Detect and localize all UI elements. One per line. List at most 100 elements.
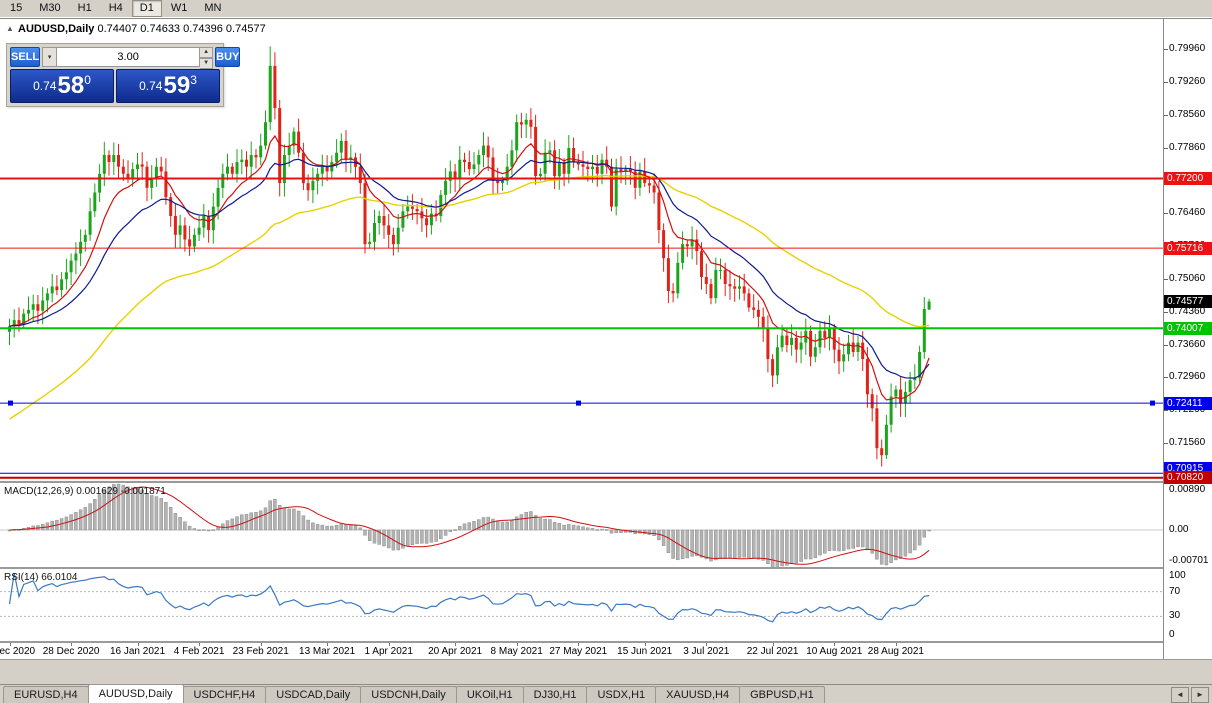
volume-control: ▾ ▲ ▼: [42, 47, 214, 69]
buy-price[interactable]: 0.74 59 3: [116, 69, 220, 103]
main-price-chart[interactable]: [0, 19, 1163, 481]
time-axis[interactable]: 8 Dec 2020 28 Dec 2020 16 Jan 2021 4 Feb 20…: [0, 643, 1163, 659]
chart-tab-bar: EURUSD,H4 AUDUSD,Daily USDCHF,H4 USDCAD,Dai…: [0, 684, 1212, 703]
time-axis-tick: [327, 643, 329, 646]
time-axis-tick: [578, 643, 580, 646]
time-axis-tick: [516, 643, 518, 646]
level-handle[interactable]: [1150, 400, 1155, 406]
chart-area[interactable]: ▲ AUDUSD,Daily 0.74407 0.74633 0.74396 0…: [0, 18, 1212, 685]
timeframe-button-mn[interactable]: MN: [204, 2, 222, 14]
time-axis-tick: [644, 643, 646, 646]
timeframe-button-15[interactable]: 15: [10, 2, 23, 14]
sell-button[interactable]: SELL: [10, 47, 41, 67]
panel-separator[interactable]: [0, 641, 1212, 643]
volume-dropdown-icon[interactable]: ▾: [42, 47, 58, 67]
volume-down-icon[interactable]: ▼: [200, 58, 214, 69]
buy-button[interactable]: BUY: [215, 47, 241, 67]
volume-input[interactable]: [57, 47, 201, 67]
tab-scroll-left-icon[interactable]: ◄: [1171, 687, 1189, 703]
date-label: 15 Jun 2021: [617, 646, 673, 657]
sell-price-sup: 0: [84, 73, 91, 87]
time-axis-tick: [455, 643, 457, 646]
axis-tick: [1164, 49, 1168, 50]
time-axis-tick: [706, 643, 708, 646]
macd-label: MACD(12,26,9) 0.001629 -0.001871: [4, 486, 166, 497]
date-label: 22 Jul 2021: [746, 646, 799, 657]
level-handle[interactable]: [576, 400, 581, 406]
chart-ohlc-values: 0.74407 0.74633 0.74396 0.74577: [97, 23, 266, 35]
price-axis-label: 0.00890: [1169, 484, 1206, 495]
buy-price-big: 59: [163, 72, 191, 99]
macd-indicator-chart: [0, 483, 1163, 567]
date-label: 20 Apr 2021: [428, 646, 483, 657]
price-axis-label: 30: [1169, 610, 1181, 622]
time-axis-tick: [9, 643, 11, 646]
chart-tab-usdcad[interactable]: USDCAD,Daily: [265, 686, 362, 703]
date-label: 16 Jan 2021: [109, 646, 166, 657]
axis-tick: [1164, 311, 1168, 313]
tab-scroll-right-icon[interactable]: ►: [1191, 687, 1209, 703]
date-label: 10 Aug 2021: [806, 646, 863, 657]
time-axis-tick: [71, 643, 73, 646]
axis-tick: [1164, 410, 1168, 412]
chart-tab-audusd[interactable]: AUDUSD,Daily: [87, 684, 184, 703]
chart-tab-usdcnh[interactable]: USDCNH,Daily: [360, 686, 457, 703]
timeframe-button-d1[interactable]: D1: [131, 0, 162, 17]
date-label: 23 Feb 2021: [232, 646, 289, 657]
chart-tab-xauusd[interactable]: XAUUSD,H4: [655, 686, 741, 703]
chart-tab-ukoil[interactable]: UKOil,H1: [455, 686, 524, 703]
axis-tick: [1164, 114, 1168, 116]
price-axis-label: 0.79960: [1169, 43, 1206, 54]
price-axis-label: 100: [1169, 570, 1186, 581]
price-axis-label: 0.76460: [1169, 207, 1206, 219]
chart-tab-usdchf[interactable]: USDCHF,H4: [182, 686, 267, 703]
chart-tab-gbpusd[interactable]: GBPUSD,H1: [739, 686, 825, 703]
level-price-badge: 0.72411: [1164, 396, 1212, 410]
date-label: 27 May 2021: [549, 646, 608, 657]
current-price-badge: 0.74577: [1164, 295, 1212, 308]
time-axis-tick: [388, 643, 390, 646]
sell-price-prefix: 0.74: [33, 79, 57, 93]
price-axis-label: 0.79260: [1169, 75, 1206, 87]
level-handle[interactable]: [8, 400, 13, 406]
buy-price-sup: 3: [190, 73, 197, 87]
panel-separator[interactable]: [0, 567, 1212, 569]
price-axis[interactable]: 0.799600.792600.785600.778600.771600.764…: [1163, 19, 1212, 659]
buy-price-prefix: 0.74: [139, 79, 163, 93]
timeframe-button-h4[interactable]: H4: [108, 2, 123, 14]
price-axis-label: 0.72260: [1169, 404, 1206, 416]
rsi-label: RSI(14) 66.0104: [4, 572, 78, 583]
axis-tick: [1164, 147, 1168, 149]
time-axis-tick: [137, 643, 139, 646]
time-axis-tick: [895, 643, 897, 646]
price-axis-label: 0: [1169, 629, 1175, 640]
price-axis-label: 0.75060: [1169, 272, 1206, 284]
date-label: 3 Jul 2021: [683, 646, 730, 657]
timeframe-button-w1[interactable]: W1: [170, 2, 188, 14]
time-axis-tick: [260, 643, 262, 646]
chart-tab-usdx[interactable]: USDX,H1: [586, 686, 657, 703]
date-label: 8 Dec 2020: [0, 646, 36, 657]
price-axis-label: 70: [1169, 585, 1181, 597]
level-price-badge: 0.70820: [1164, 471, 1212, 485]
chart-tab-dj30[interactable]: DJ30,H1: [522, 686, 588, 703]
timeframe-button-h1[interactable]: H1: [77, 2, 92, 14]
price-axis-label: 0.77860: [1169, 141, 1206, 153]
axis-tick: [1164, 377, 1168, 379]
axis-tick: [1164, 213, 1168, 215]
date-label: 4 Feb 2021: [173, 646, 225, 657]
price-axis-label: 0.74360: [1169, 305, 1206, 317]
date-label: 28 Aug 2021: [867, 646, 924, 657]
timeframe-button-m30[interactable]: M30: [39, 2, 61, 14]
time-axis-tick: [834, 643, 836, 646]
tab-scroll-arrows: ◄ ►: [1169, 687, 1209, 703]
chart-tab-eurusd[interactable]: EURUSD,H4: [3, 686, 89, 703]
price-axis-label: 0.00: [1169, 524, 1189, 535]
sell-price[interactable]: 0.74 58 0: [10, 69, 114, 103]
volume-up-icon[interactable]: ▲: [200, 47, 214, 58]
one-click-panel-toggle-icon[interactable]: ▲: [6, 24, 14, 33]
panel-separator[interactable]: [0, 481, 1212, 483]
chart-symbol-label: AUDUSD,Daily: [18, 23, 95, 35]
